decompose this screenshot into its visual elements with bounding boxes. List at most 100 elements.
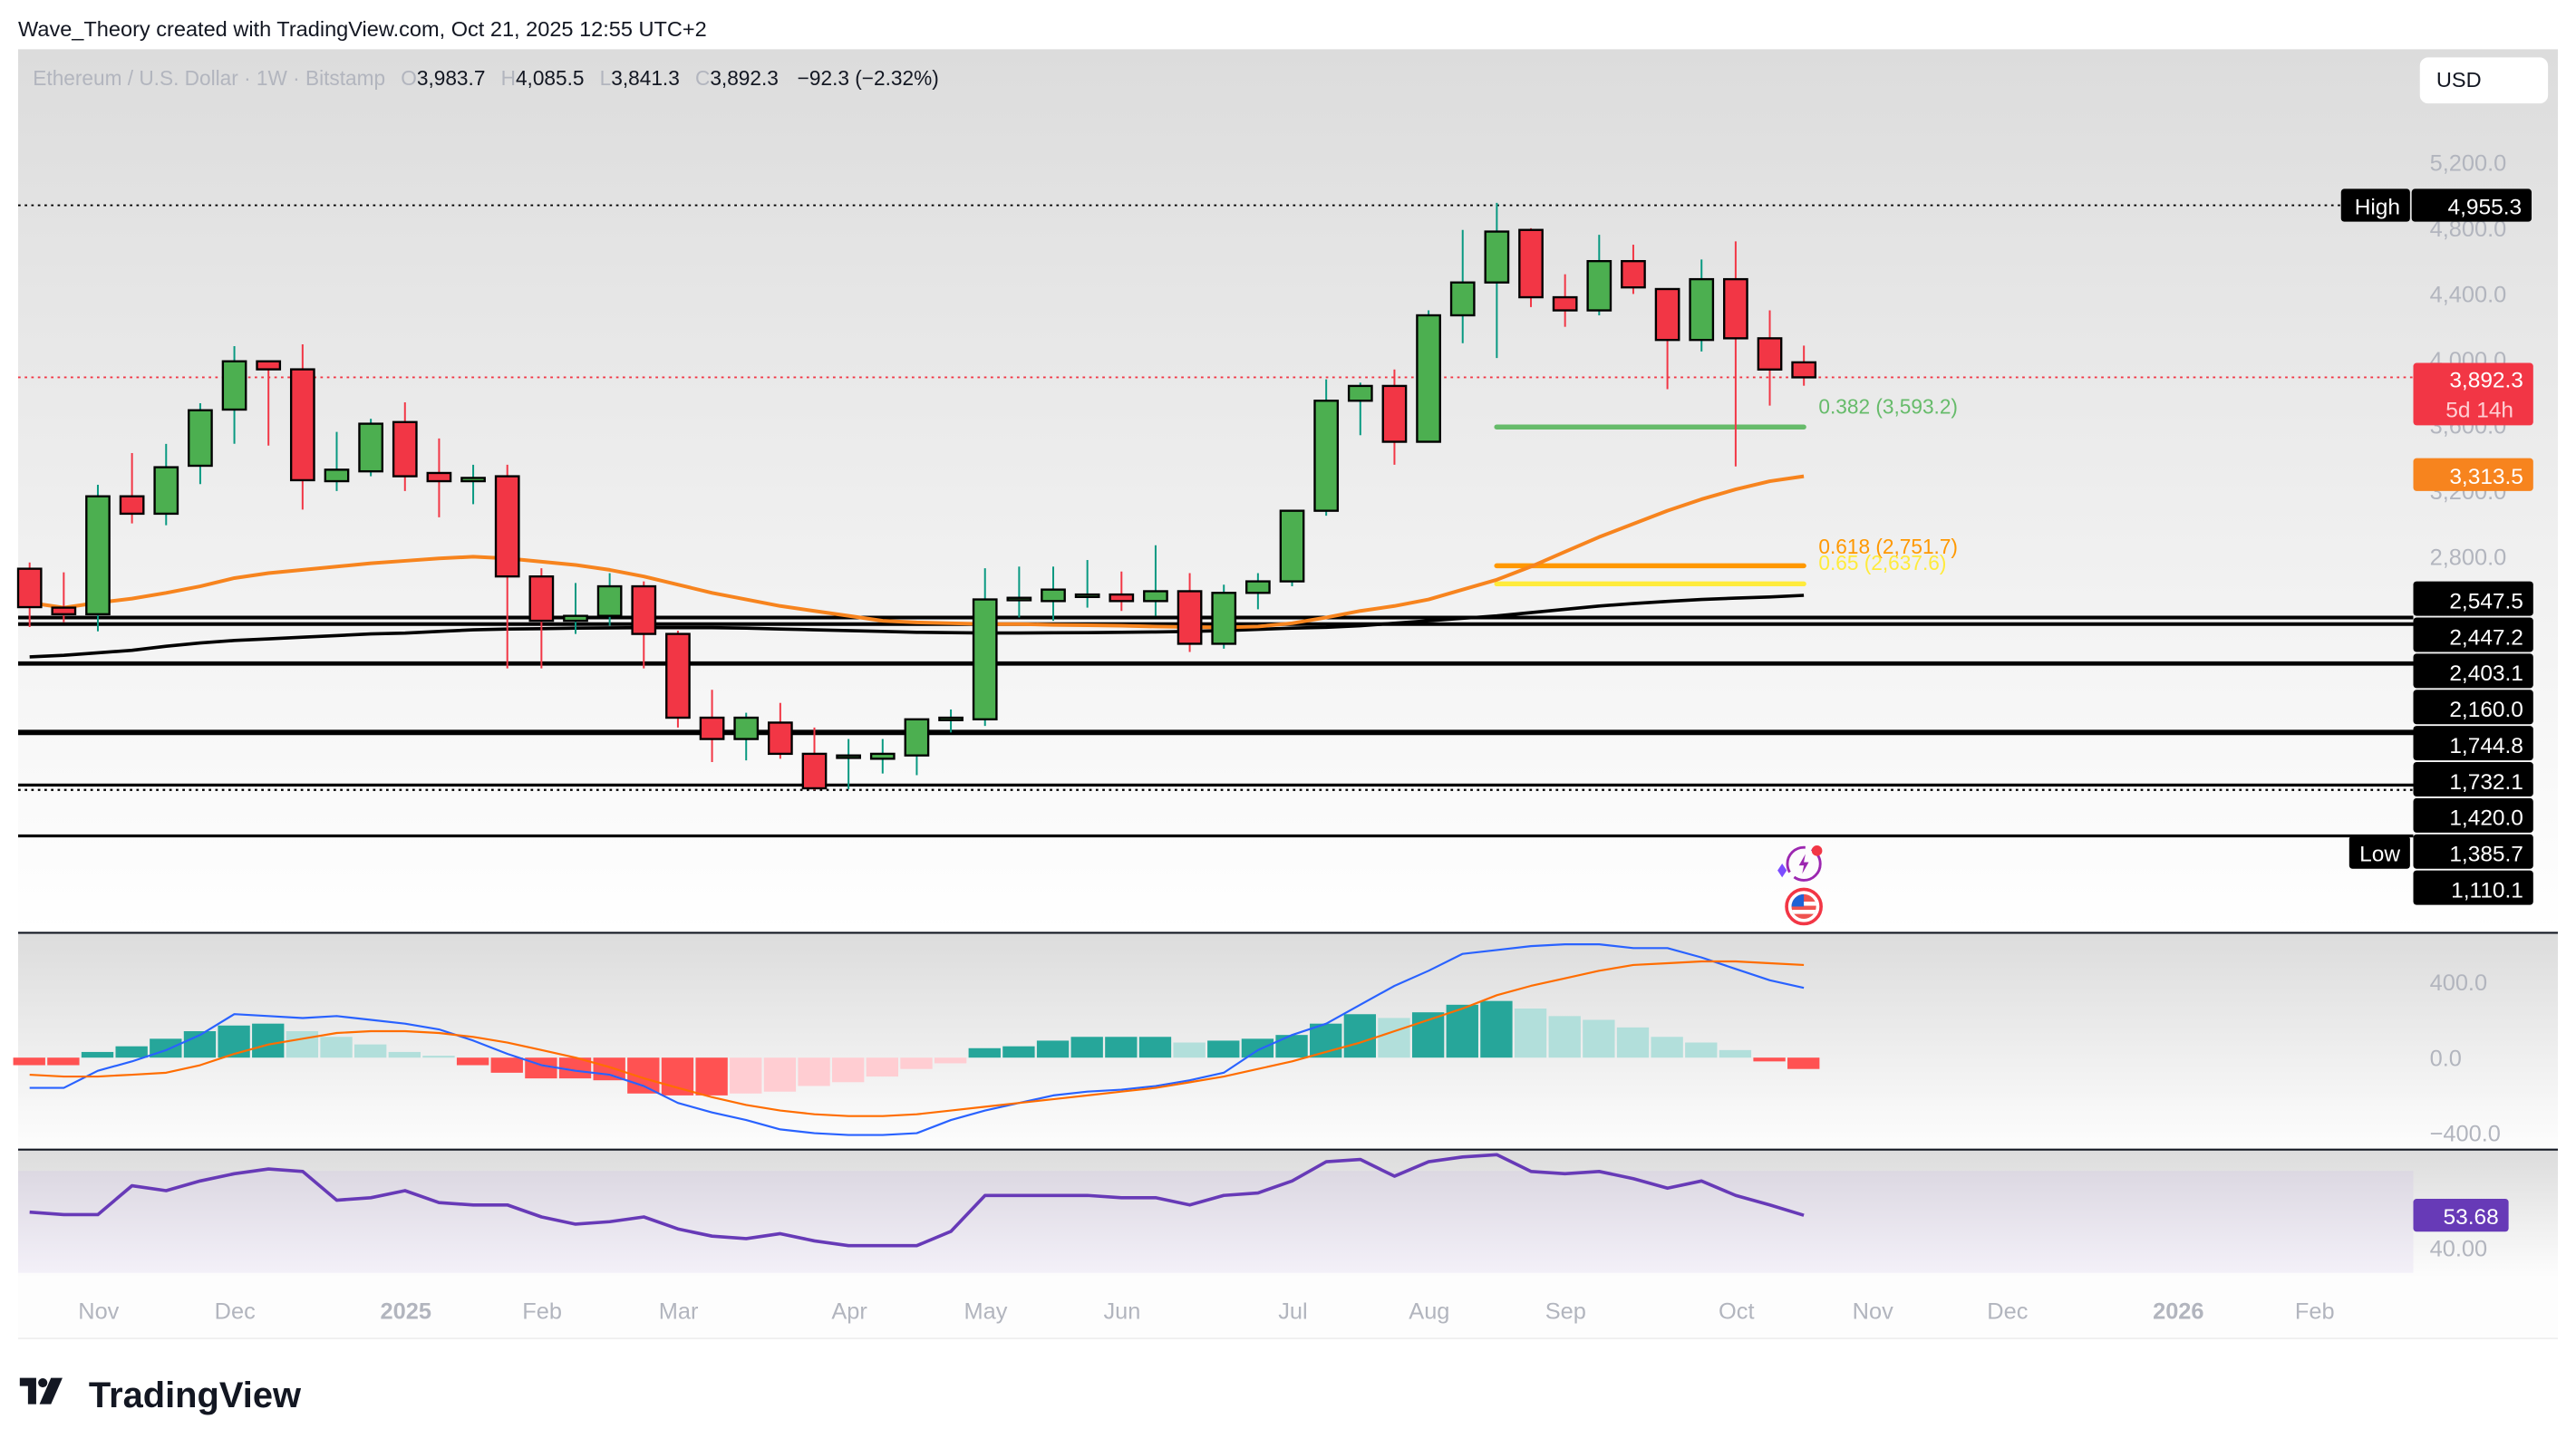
- candle[interactable]: [767, 702, 793, 759]
- candle[interactable]: [1381, 369, 1408, 465]
- candle[interactable]: [665, 630, 691, 728]
- us-flag-economic-event-icon[interactable]: [1785, 887, 1823, 926]
- candle[interactable]: [596, 573, 623, 626]
- level-price-label: 1,744.8: [2413, 726, 2533, 761]
- time-tick: Nov: [78, 1298, 119, 1324]
- rsi-value-label: 53.68: [2413, 1199, 2509, 1232]
- macd-histogram-bar: [1343, 1014, 1377, 1058]
- candle[interactable]: [631, 581, 657, 669]
- candle[interactable]: [1689, 259, 1715, 352]
- price-axis[interactable]: 5,200.04,800.04,400.04,000.03,600.03,200…: [2340, 150, 2533, 905]
- tradingview-logo[interactable]: TradingView: [19, 1376, 302, 1415]
- candle[interactable]: [358, 419, 383, 477]
- time-tick: Dec: [1987, 1298, 2028, 1324]
- time-tick: Aug: [1409, 1298, 1449, 1324]
- candle[interactable]: [1074, 560, 1100, 608]
- high-label: High: [2340, 188, 2410, 222]
- candle[interactable]: [256, 360, 282, 446]
- candle[interactable]: [1041, 566, 1066, 622]
- candle[interactable]: [85, 485, 111, 632]
- candle[interactable]: [119, 453, 145, 524]
- candle[interactable]: [904, 718, 930, 776]
- macd-histogram-bar: [1480, 1000, 1513, 1058]
- candle[interactable]: [1518, 227, 1544, 307]
- candle[interactable]: [836, 738, 862, 789]
- time-axis-labels: Nov Dec 2025 Feb Mar Apr May Jun Jul Aug Sep Oct Nov…: [78, 1298, 2334, 1324]
- macd-histogram-bar: [354, 1044, 387, 1058]
- rsi-band: [18, 1171, 2414, 1273]
- tradingview-logo-text: TradingView: [89, 1376, 302, 1415]
- black-ma-line: [29, 594, 1805, 659]
- candle[interactable]: [188, 402, 213, 485]
- candle[interactable]: [1791, 345, 1817, 386]
- macd-histogram-bar: [627, 1057, 660, 1094]
- candle[interactable]: [1313, 379, 1340, 516]
- candle[interactable]: [1109, 571, 1135, 612]
- macd-histogram-bar: [1036, 1040, 1070, 1058]
- change-value: −92.3 (−2.32%): [798, 66, 939, 90]
- time-tick: Apr: [831, 1298, 867, 1324]
- candle[interactable]: [289, 344, 315, 510]
- level-price-label: 2,447.2: [2413, 617, 2533, 652]
- candle[interactable]: [153, 443, 179, 526]
- candle[interactable]: [1416, 310, 1441, 443]
- candle[interactable]: [1279, 509, 1305, 587]
- candle[interactable]: [1723, 241, 1748, 467]
- candle[interactable]: [494, 464, 520, 669]
- candle[interactable]: [528, 568, 555, 669]
- candle[interactable]: [1347, 382, 1373, 436]
- time-axis[interactable]: [18, 1278, 2558, 1339]
- macd-histogram-bar: [388, 1051, 421, 1058]
- candle[interactable]: [1449, 229, 1476, 343]
- macd-histogram-bar: [1378, 1018, 1410, 1058]
- macd-histogram-bar: [730, 1057, 762, 1094]
- candle[interactable]: [938, 709, 964, 733]
- macd-histogram-bar: [798, 1057, 830, 1086]
- svg-text:3,892.3: 3,892.3: [2449, 369, 2523, 393]
- candle[interactable]: [1006, 566, 1032, 618]
- macd-histogram-bar: [1173, 1042, 1206, 1058]
- candle[interactable]: [392, 402, 418, 491]
- candle[interactable]: [801, 727, 828, 790]
- candle[interactable]: [972, 568, 998, 727]
- candle[interactable]: [699, 690, 725, 762]
- candle[interactable]: [733, 712, 760, 761]
- candle[interactable]: [869, 738, 896, 774]
- macd-histogram-bar: [1651, 1037, 1683, 1058]
- fib-label: 0.65 (2,637.6): [1818, 551, 1946, 574]
- candle[interactable]: [1757, 310, 1783, 406]
- macd-indicator: 400.0 0.0 −400.0: [13, 943, 2501, 1147]
- candle[interactable]: [460, 464, 486, 505]
- time-tick: Nov: [1853, 1298, 1893, 1324]
- candle[interactable]: [1245, 573, 1271, 610]
- candle[interactable]: [426, 438, 452, 517]
- main-price-pane[interactable]: [18, 49, 2558, 932]
- tradingview-logo-icon: [19, 1377, 63, 1405]
- time-tick: Feb: [2295, 1298, 2335, 1324]
- candle[interactable]: [1552, 274, 1578, 327]
- candle[interactable]: [1621, 245, 1646, 294]
- candle[interactable]: [1484, 202, 1510, 359]
- macd-histogram-bar: [934, 1057, 967, 1064]
- candle[interactable]: [1586, 235, 1612, 315]
- candle[interactable]: [1177, 573, 1203, 652]
- candle[interactable]: [1211, 584, 1237, 649]
- candle[interactable]: [1143, 545, 1168, 616]
- candle[interactable]: [1654, 287, 1680, 390]
- fib-label: 0.618 (2,751.7): [1818, 535, 1958, 558]
- candle[interactable]: [16, 562, 43, 627]
- high-marker: High 4,955.3: [2340, 188, 2532, 222]
- level-price-label: 1,110.1: [2413, 870, 2533, 905]
- level-price-label: 1,420.0: [2413, 797, 2533, 833]
- moving-averages: [29, 474, 1805, 659]
- currency-button[interactable]: USD: [2419, 57, 2549, 104]
- candle[interactable]: [563, 583, 588, 634]
- candle[interactable]: [324, 431, 350, 491]
- candle[interactable]: [221, 346, 247, 444]
- macd-histogram-bar: [13, 1057, 45, 1066]
- ai-lightning-icon[interactable]: [1777, 845, 1823, 882]
- candle[interactable]: [51, 572, 77, 623]
- svg-text:High: High: [2355, 196, 2400, 220]
- time-tick: Feb: [522, 1298, 562, 1324]
- time-tick: 2026: [2153, 1298, 2203, 1324]
